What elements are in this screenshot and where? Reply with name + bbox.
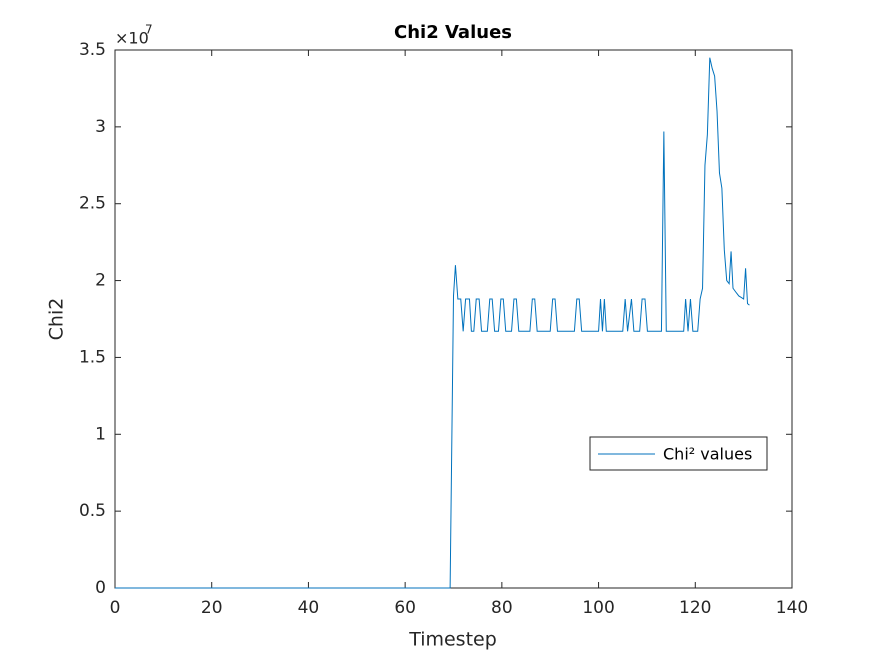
x-tick-label: 40 bbox=[298, 598, 320, 618]
y-tick-label: 0 bbox=[95, 578, 106, 598]
y-multiplier-exponent: 7 bbox=[145, 23, 153, 37]
y-multiplier: ×10 bbox=[115, 29, 149, 48]
data-line bbox=[115, 57, 750, 589]
x-tick-label: 60 bbox=[394, 598, 416, 618]
x-tick-label: 0 bbox=[110, 598, 121, 618]
y-tick-label: 2.5 bbox=[79, 194, 106, 214]
x-tick-label: 140 bbox=[776, 598, 808, 618]
y-tick-label: 3 bbox=[95, 117, 106, 137]
x-tick-label: 120 bbox=[679, 598, 711, 618]
axes-box bbox=[114, 49, 793, 589]
legend-label: Chi² values bbox=[663, 445, 752, 464]
x-tick-label: 80 bbox=[491, 598, 513, 618]
y-tick-label: 0.5 bbox=[79, 501, 106, 521]
y-tick-label: 1.5 bbox=[79, 347, 106, 367]
y-tick-label: 1 bbox=[95, 424, 106, 444]
x-axis-label: Timestep bbox=[408, 629, 497, 651]
x-tick-label: 20 bbox=[201, 598, 223, 618]
y-tick-label: 2 bbox=[95, 271, 106, 291]
y-tick-label: 3.5 bbox=[79, 40, 106, 60]
chart-title: Chi2 Values bbox=[394, 22, 512, 43]
x-tick-label: 100 bbox=[582, 598, 614, 618]
y-axis-label: Chi2 bbox=[46, 298, 68, 341]
